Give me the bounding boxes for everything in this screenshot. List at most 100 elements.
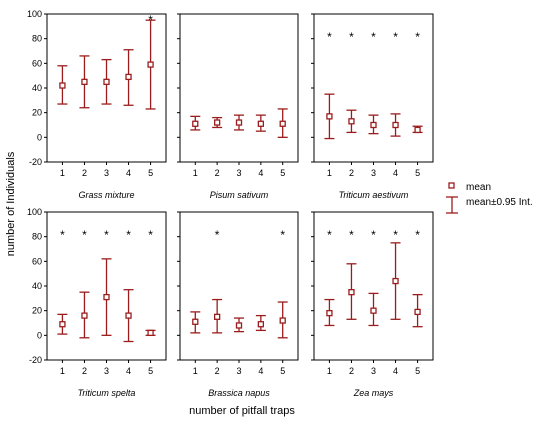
panel-title: Pisum sativum xyxy=(210,190,269,200)
x-tick-label: 4 xyxy=(393,168,398,178)
significance-marker: * xyxy=(393,228,398,242)
significance-marker: * xyxy=(415,30,420,44)
x-tick-label: 5 xyxy=(148,366,153,376)
x-tick-label: 4 xyxy=(126,366,131,376)
y-tick-label: 40 xyxy=(32,281,42,291)
significance-marker: * xyxy=(104,228,109,242)
x-tick-label: 4 xyxy=(393,366,398,376)
mean-marker xyxy=(81,312,88,319)
x-tick-label: 1 xyxy=(193,366,198,376)
y-tick-label: 80 xyxy=(32,232,42,242)
panel-title: Triticum aestivum xyxy=(339,190,409,200)
significance-marker: * xyxy=(327,228,332,242)
mean-marker xyxy=(257,321,265,328)
x-tick-label: 2 xyxy=(215,366,220,376)
x-tick-label: 2 xyxy=(82,168,87,178)
legend-interval-label: mean±0.95 Int. xyxy=(466,197,533,208)
significance-marker: * xyxy=(371,30,376,44)
legend-mean-label: mean xyxy=(466,182,491,193)
panel-title: Grass mixture xyxy=(78,190,134,200)
mean-marker xyxy=(414,126,421,134)
mean-marker xyxy=(213,313,221,320)
mean-marker xyxy=(192,120,199,127)
panel: 1 2 3 4 5 Brassica napus * * xyxy=(177,211,299,398)
legend-interval-marker xyxy=(446,196,458,214)
mean-marker xyxy=(81,78,88,85)
x-tick-label: 2 xyxy=(215,168,220,178)
y-tick-label: 60 xyxy=(32,58,42,68)
mean-marker xyxy=(326,309,333,317)
mean-marker xyxy=(192,318,199,325)
mean-marker xyxy=(147,61,154,68)
mean-marker xyxy=(392,277,399,285)
mean-marker xyxy=(59,82,66,89)
significance-marker: * xyxy=(215,228,220,242)
x-tick-label: 3 xyxy=(371,168,376,178)
x-tick-label: 4 xyxy=(258,366,263,376)
mean-marker xyxy=(235,322,243,329)
y-tick-label: 100 xyxy=(27,207,42,217)
panel: 1 2 3 4 5 Triticum aestivum * * * * * xyxy=(311,13,434,200)
x-tick-label: 2 xyxy=(349,366,354,376)
mean-marker xyxy=(147,329,154,337)
panel: -20 0 20 40 60 80 100 1 2 3 4 5 Grass mixture * xyxy=(27,9,167,200)
mean-marker xyxy=(370,307,377,314)
y-tick-label: 100 xyxy=(27,9,42,19)
x-tick-label: 2 xyxy=(82,366,87,376)
mean-marker xyxy=(348,118,355,125)
mean-marker xyxy=(279,317,286,324)
mean-marker xyxy=(370,121,377,129)
panel-title: Triticum spelta xyxy=(78,388,136,398)
panel: -20 0 20 40 60 80 100 1 2 3 4 5 Triticum spelta * * * * * xyxy=(27,207,167,398)
significance-marker: * xyxy=(280,228,285,242)
x-tick-label: 4 xyxy=(258,168,263,178)
significance-marker: * xyxy=(82,228,87,242)
x-tick-label: 5 xyxy=(415,366,420,376)
x-tick-label: 5 xyxy=(415,168,420,178)
panel: 1 2 3 4 5 Pisum sativum xyxy=(177,13,299,200)
x-tick-label: 1 xyxy=(60,366,65,376)
significance-marker: * xyxy=(415,228,420,242)
y-tick-label: -20 xyxy=(29,157,42,167)
x-tick-label: 2 xyxy=(349,168,354,178)
y-tick-label: 40 xyxy=(32,83,42,93)
mean-marker xyxy=(235,119,243,126)
legend: mean mean±0.95 Int. xyxy=(446,182,533,214)
x-tick-label: 1 xyxy=(327,366,332,376)
mean-marker xyxy=(103,293,110,301)
mean-marker xyxy=(392,121,399,129)
mean-marker xyxy=(414,308,421,316)
significance-marker: * xyxy=(126,228,131,242)
y-tick-label: 20 xyxy=(32,108,42,118)
mean-marker xyxy=(279,120,286,127)
panels: -20 0 20 40 60 80 100 1 2 3 4 5 Grass mixture * 1 2 3 4 5 P… xyxy=(27,9,434,398)
y-tick-label: 60 xyxy=(32,256,42,266)
x-tick-label: 3 xyxy=(104,366,109,376)
x-tick-label: 4 xyxy=(126,168,131,178)
legend-mean-marker xyxy=(448,182,455,189)
significance-marker: * xyxy=(60,228,65,242)
y-axis-label: number of Individuals xyxy=(5,151,17,256)
y-tick-label: 0 xyxy=(37,132,42,142)
significance-marker: * xyxy=(371,228,376,242)
y-tick-label: 20 xyxy=(32,306,42,316)
mean-marker xyxy=(326,113,333,120)
mean-marker xyxy=(348,289,355,296)
y-tick-label: -20 xyxy=(29,355,42,365)
y-tick-label: 80 xyxy=(32,34,42,44)
mean-marker xyxy=(125,312,132,319)
x-tick-label: 5 xyxy=(280,168,285,178)
panel-frame xyxy=(179,13,299,163)
significance-marker: * xyxy=(148,13,153,27)
mean-marker xyxy=(59,321,66,328)
x-tick-label: 1 xyxy=(193,168,198,178)
mean-marker xyxy=(257,120,265,127)
x-tick-label: 5 xyxy=(148,168,153,178)
significance-marker: * xyxy=(349,228,354,242)
x-tick-label: 3 xyxy=(371,366,376,376)
mean-marker xyxy=(103,78,110,85)
mean-marker xyxy=(125,73,132,81)
significance-marker: * xyxy=(327,30,332,44)
panel: 1 2 3 4 5 Zea mays * * * * * xyxy=(311,211,434,398)
